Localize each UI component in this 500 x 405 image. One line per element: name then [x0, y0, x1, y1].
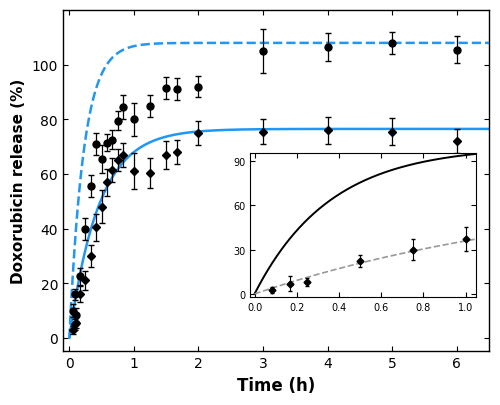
Y-axis label: Doxorubicin release (%): Doxorubicin release (%): [11, 79, 26, 284]
X-axis label: Time (h): Time (h): [237, 376, 315, 394]
